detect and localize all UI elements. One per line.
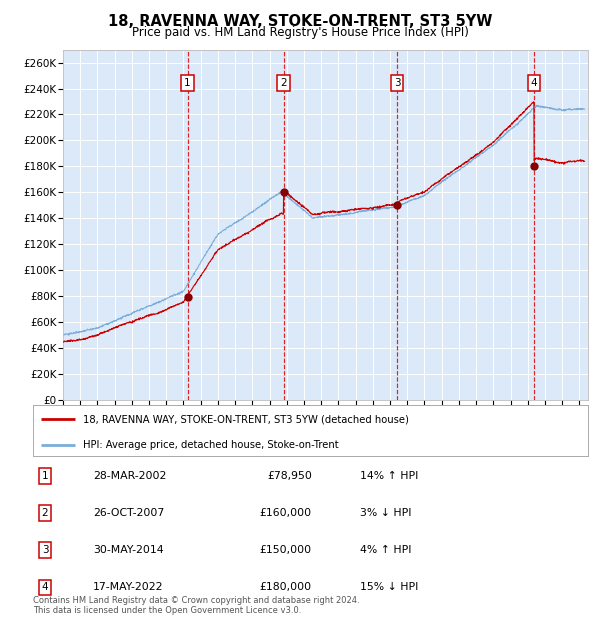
Text: 30-MAY-2014: 30-MAY-2014	[93, 545, 164, 556]
Text: 4% ↑ HPI: 4% ↑ HPI	[360, 545, 412, 556]
Text: £180,000: £180,000	[260, 582, 312, 593]
Text: £160,000: £160,000	[260, 508, 312, 518]
Text: 3: 3	[41, 545, 49, 556]
Text: 2: 2	[41, 508, 49, 518]
Text: 2: 2	[280, 78, 287, 88]
Text: 4: 4	[531, 78, 538, 88]
Text: £150,000: £150,000	[260, 545, 312, 556]
Text: 18, RAVENNA WAY, STOKE-ON-TRENT, ST3 5YW (detached house): 18, RAVENNA WAY, STOKE-ON-TRENT, ST3 5YW…	[83, 414, 409, 424]
Text: 18, RAVENNA WAY, STOKE-ON-TRENT, ST3 5YW: 18, RAVENNA WAY, STOKE-ON-TRENT, ST3 5YW	[108, 14, 492, 29]
Text: 15% ↓ HPI: 15% ↓ HPI	[360, 582, 418, 593]
Text: Price paid vs. HM Land Registry's House Price Index (HPI): Price paid vs. HM Land Registry's House …	[131, 26, 469, 39]
Text: 4: 4	[41, 582, 49, 593]
Text: £78,950: £78,950	[267, 471, 312, 481]
Text: 3% ↓ HPI: 3% ↓ HPI	[360, 508, 412, 518]
Text: 1: 1	[41, 471, 49, 481]
Text: 17-MAY-2022: 17-MAY-2022	[93, 582, 163, 593]
Text: 3: 3	[394, 78, 400, 88]
Text: Contains HM Land Registry data © Crown copyright and database right 2024.
This d: Contains HM Land Registry data © Crown c…	[33, 596, 359, 615]
Text: HPI: Average price, detached house, Stoke-on-Trent: HPI: Average price, detached house, Stok…	[83, 440, 338, 450]
Text: 1: 1	[184, 78, 191, 88]
Text: 28-MAR-2002: 28-MAR-2002	[93, 471, 166, 481]
Text: 14% ↑ HPI: 14% ↑ HPI	[360, 471, 418, 481]
Text: 26-OCT-2007: 26-OCT-2007	[93, 508, 164, 518]
